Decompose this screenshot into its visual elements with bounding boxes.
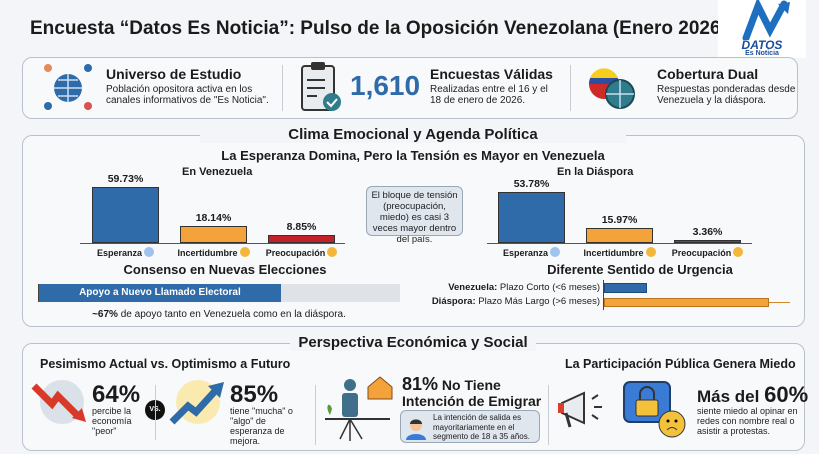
urgencia-title: Diferente Sentido de Urgencia [547,262,733,277]
bar-0-1 [180,225,247,243]
datos-logo: DATOS Es Noticia [718,0,806,58]
emigrar-note-box: La intención de salida es mayoritariamen… [400,410,540,443]
logo-n-arrow-icon [742,0,790,42]
urgencia-bar-diaspora [604,298,769,307]
summary-card [22,57,798,119]
bar-value-label: 15.97% [601,213,638,226]
consenso-note: ~67% de apoyo tanto en Venezuela como en… [38,309,400,320]
miedo-pre: Más del [697,387,765,406]
bar-0-0 [92,186,159,243]
emigrar-note: La intención de salida es mayoritariamen… [433,413,530,441]
urgencia-label-venezuela: Venezuela: Plazo Corto (<6 meses) [448,282,600,293]
optimismo-pct: 85% [230,381,279,408]
universo-text: Población opositora activa en los canale… [106,84,269,106]
page-title: Encuesta “Datos Es Noticia”: Pulso de la… [30,18,727,39]
universo-title: Universo de Estudio [106,66,242,82]
down-trend-arrow-icon [31,380,86,424]
emoji-icon [645,247,656,257]
consenso-pct: ~67% [92,309,118,320]
bar-value-label: 18.14% [195,211,232,224]
urgencia-label-diaspora: Diáspora: Plazo Más Largo (>6 meses) [431,296,600,307]
encuestas-title: Encuestas Válidas [430,66,553,82]
bar-1-2 [674,239,741,243]
emoji-icon [327,247,338,257]
consenso-track: Apoyo a Nuevo Llamado Electoral [38,284,400,302]
bar-value-label: 3.36% [692,225,723,238]
emoji-icon [144,247,155,257]
bar-value-label: 59.73% [107,172,144,185]
logo-tagline: Es Noticia [745,50,779,57]
bar-category-label: Incertidumbre [571,247,668,258]
emigrar-pct: 81% [402,374,439,394]
emoji-icon [239,247,250,257]
bar-value-label: 53.78% [513,178,550,191]
emigrar-title-1: No Tiene [438,377,501,393]
bar-1-1 [586,227,653,243]
encuestas-text: Realizadas entre el 16 y el 18 de enero … [430,84,548,106]
bar-category-label: Incertidumbre [165,247,262,258]
miedo-title: La Participación Pública Genera Miedo [565,357,796,371]
consenso-title: Consenso en Nuevas Elecciones [123,262,327,277]
bar-value-label: 8.85% [286,220,317,233]
megaphone-icon [558,391,602,428]
pesimismo-pct: 64% [92,381,141,408]
bar-category-label: Esperanza [483,247,580,258]
cobertura-title: Cobertura Dual [657,66,759,82]
pesimismo-text: percibe la economía "peor" [92,406,132,436]
chart-diaspora-title: En la Diáspora [557,166,634,178]
miedo-pct: 60% [764,382,809,407]
people-globe-icon [44,64,92,110]
bar-category-label: Preocupación [659,247,756,258]
consenso-note-text: de apoyo tanto en Venezuela como en la d… [117,309,346,320]
chart-venezuela-title: En Venezuela [182,166,253,178]
consenso-bar: Apoyo a Nuevo Llamado Electoral [39,284,281,302]
venezuela-axis [80,243,345,244]
urgencia-bar-venezuela [604,283,647,293]
bar-category-label: Preocupación [253,247,350,258]
emoji-icon [550,247,561,257]
rooted-person-home-icon [325,376,393,441]
bar-0-2 [268,234,335,243]
cobertura-text: Respuestas ponderadas desde Venezuela y … [657,84,796,106]
clima-subtitle: La Esperanza Domina, Pero la Tensión es … [221,148,605,163]
venezuela-globe-icon [589,68,635,109]
emoji-icon [733,247,744,257]
pesimismo-title: Pesimismo Actual vs. Optimismo a Futuro [40,357,291,371]
clipboard-check-icon [301,62,341,111]
young-person-avatar-icon [406,419,426,440]
logo-text: DATOS [741,38,783,52]
economia-title: Perspectiva Económica y Social [290,334,536,351]
up-trend-arrow-icon [169,380,224,425]
tension-callout: El bloque de tensión (preocupación, mied… [366,186,463,245]
emigrar-title-2: Intención de Emigrar [402,393,542,409]
diaspora-axis [487,243,752,244]
bar-1-0 [498,192,565,243]
lock-sad-face-icon [623,381,686,438]
urgencia-error-bar [769,302,790,303]
clima-title: Clima Emocional y Agenda Política [200,126,626,143]
encuestas-count: 1,610 [350,70,421,101]
bar-category-label: Esperanza [77,247,174,258]
optimismo-text: tiene "mucha" o "algo" de esperanza de m… [230,406,293,446]
miedo-text: siente miedo al opinar en redes con nomb… [697,406,798,436]
